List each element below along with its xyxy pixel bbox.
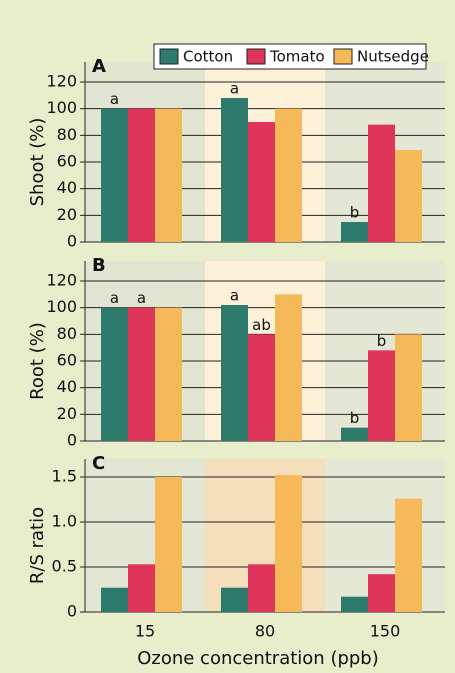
legend-label: Nutsedge xyxy=(357,48,429,66)
bar xyxy=(128,564,155,612)
annotation: a xyxy=(137,289,146,307)
y-tick-label: 80 xyxy=(57,324,77,343)
y-tick-label: 0 xyxy=(67,232,77,251)
bar xyxy=(368,574,395,612)
bar xyxy=(275,294,302,441)
bar xyxy=(155,477,182,612)
y-tick-label: 40 xyxy=(57,178,77,197)
bar xyxy=(221,305,248,441)
y-axis-title: R/S ratio xyxy=(27,507,48,584)
y-tick-label: 20 xyxy=(57,205,77,224)
legend-swatch xyxy=(333,48,353,65)
y-tick-label: 0 xyxy=(67,602,77,621)
y-tick-label: 100 xyxy=(46,98,77,117)
bar xyxy=(221,98,248,242)
y-tick-label: 1.5 xyxy=(52,467,77,486)
x-axis-title: Ozone concentration (ppb) xyxy=(137,648,379,669)
legend-label: Cotton xyxy=(183,48,233,66)
y-tick-label: 0.5 xyxy=(52,557,77,576)
legend-label: Tomato xyxy=(269,48,325,66)
bar xyxy=(221,587,248,612)
annotation: ab xyxy=(252,316,271,334)
y-axis-title: Shoot (%) xyxy=(27,118,48,207)
y-tick-label: 100 xyxy=(46,297,77,316)
legend-box xyxy=(153,43,427,70)
bar xyxy=(128,108,155,243)
bar xyxy=(368,124,395,242)
bar xyxy=(155,108,182,243)
bar xyxy=(395,498,422,612)
y-tick-label: 120 xyxy=(46,271,77,290)
panel-label: A xyxy=(92,56,106,77)
annotation: b xyxy=(377,332,387,350)
bar xyxy=(395,150,422,242)
bar xyxy=(341,427,368,441)
bar xyxy=(248,564,275,612)
bar xyxy=(248,334,275,441)
bar xyxy=(275,108,302,243)
bar xyxy=(275,475,302,612)
annotation: a xyxy=(230,80,239,98)
bar xyxy=(101,108,128,243)
y-tick-label: 60 xyxy=(57,152,77,171)
y-tick-label: 0 xyxy=(67,431,77,450)
bar xyxy=(341,596,368,612)
bar xyxy=(395,334,422,441)
annotation: b xyxy=(350,409,360,427)
annotation: b xyxy=(350,204,360,222)
bar xyxy=(128,307,155,441)
y-tick-label: 40 xyxy=(57,377,77,396)
bar xyxy=(341,222,368,242)
y-tick-label: 20 xyxy=(57,404,77,423)
bar xyxy=(101,587,128,612)
y-tick-label: 80 xyxy=(57,125,77,144)
bar xyxy=(101,307,128,441)
y-tick-label: 120 xyxy=(46,72,77,91)
bar xyxy=(248,122,275,242)
annotation: a xyxy=(110,289,119,307)
x-tick-label: 15 xyxy=(135,622,155,641)
annotation: a xyxy=(110,90,119,108)
legend-swatch xyxy=(159,48,179,65)
annotation: a xyxy=(230,287,239,305)
x-tick-label: 150 xyxy=(370,622,401,641)
x-tick-label: 80 xyxy=(255,622,275,641)
y-tick-label: 1.0 xyxy=(52,512,77,531)
legend-swatch xyxy=(246,48,266,65)
y-tick-label: 60 xyxy=(57,351,77,370)
bar xyxy=(368,350,395,441)
bar xyxy=(155,307,182,441)
panel-label: C xyxy=(92,453,105,474)
panel-label: B xyxy=(92,255,106,276)
y-axis-title: Root (%) xyxy=(27,322,48,400)
